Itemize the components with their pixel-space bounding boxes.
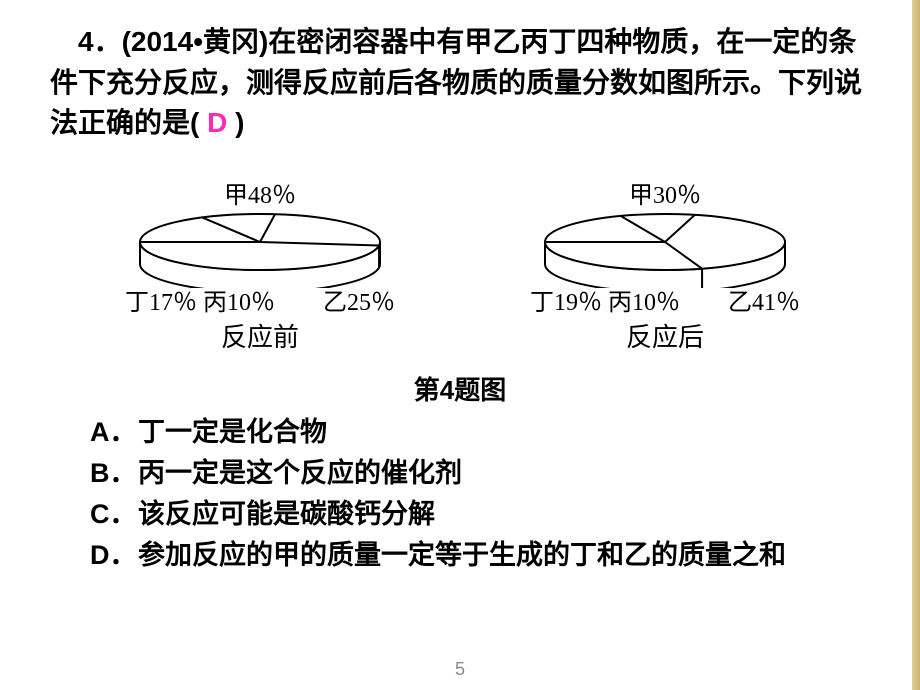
figure-caption: 第4题图 [0, 370, 920, 407]
charts-area: 甲48％ 丁17％ 丙10％ 乙25％ 反应前 甲30％ 丁19％ 丙10％ 乙… [60, 175, 870, 365]
pie-after-top-label: 甲30％ [465, 175, 865, 210]
pie-after-cylinder [535, 210, 795, 280]
choice-d-text: 参加反应的甲的质量一定等于生成的丁和乙的质量之和 [138, 535, 860, 576]
choice-b-key: B． [90, 453, 138, 494]
question-block: 4．(2014•黄冈)在密闭容器中有甲乙丙丁四种物质，在一定的条件下充分反应，测… [50, 22, 880, 144]
choice-a: A． 丁一定是化合物 [90, 412, 860, 453]
choice-c: C． 该反应可能是碳酸钙分解 [90, 494, 860, 535]
slide: 4．(2014•黄冈)在密闭容器中有甲乙丙丁四种物质，在一定的条件下充分反应，测… [0, 0, 920, 690]
choice-d: D． 参加反应的甲的质量一定等于生成的丁和乙的质量之和 [90, 535, 860, 576]
question-source: (2014•黄冈) [122, 26, 269, 57]
choice-c-key: C． [90, 494, 138, 535]
choice-a-key: A． [90, 412, 138, 453]
pie-before-top-label: 甲48％ [60, 175, 460, 210]
choice-d-key: D． [90, 535, 138, 576]
pie-after-caption: 反应后 [465, 317, 865, 354]
choice-b-text: 丙一定是这个反应的催化剂 [138, 453, 860, 494]
pie-after-svg [535, 210, 795, 288]
choice-c-text: 该反应可能是碳酸钙分解 [138, 494, 860, 535]
choice-b: B． 丙一定是这个反应的催化剂 [90, 453, 860, 494]
choices-block: A． 丁一定是化合物 B． 丙一定是这个反应的催化剂 C． 该反应可能是碳酸钙分… [90, 412, 860, 576]
pie-before-svg [130, 210, 390, 288]
pie-before: 甲48％ 丁17％ 丙10％ 乙25％ 反应前 [60, 175, 460, 365]
pie-before-caption: 反应前 [60, 317, 460, 354]
pie-before-cylinder [130, 210, 390, 280]
question-number: 4． [50, 26, 122, 57]
question-close: ) [235, 107, 244, 138]
answer-letter: D [207, 107, 227, 138]
right-edge-strip [912, 0, 920, 690]
page-number: 5 [0, 659, 920, 680]
pie-after: 甲30％ 丁19％ 丙10％ 乙41％ 反应后 [465, 175, 865, 365]
choice-a-text: 丁一定是化合物 [138, 412, 860, 453]
